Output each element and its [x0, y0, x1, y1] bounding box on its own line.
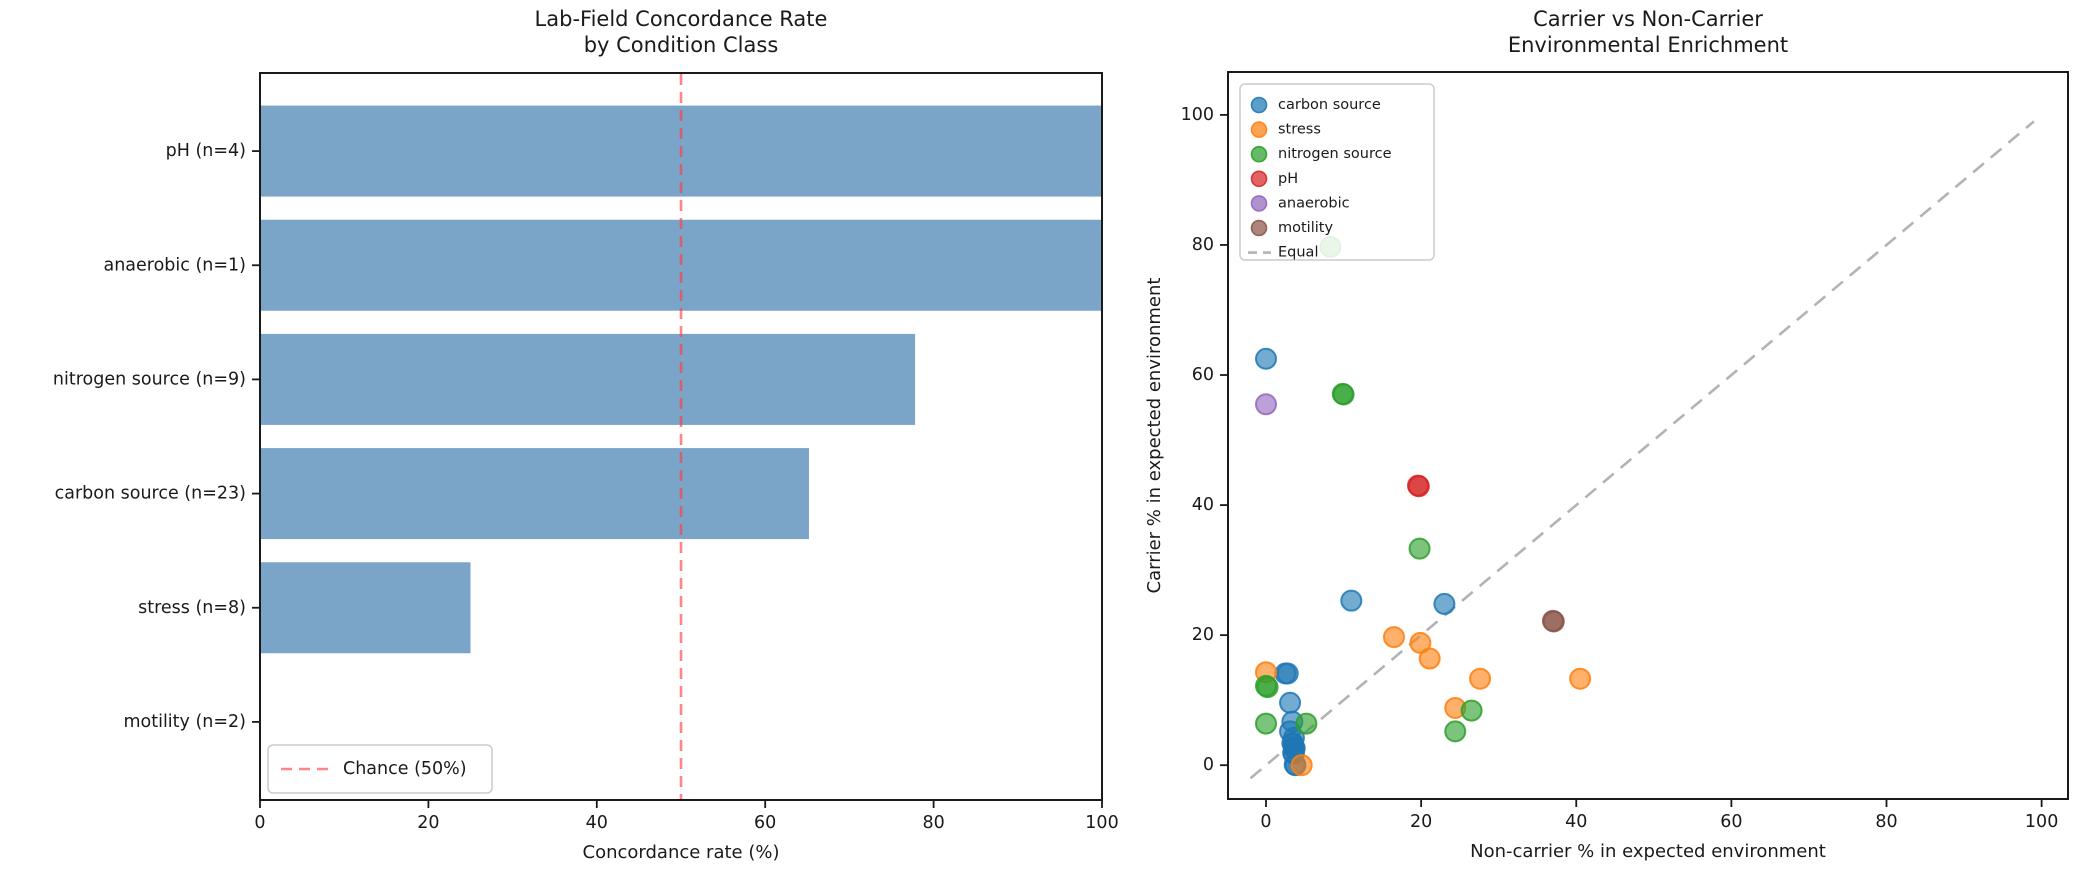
- series-stress: [1255, 626, 1592, 777]
- scatter-point: [1256, 676, 1279, 699]
- bar-4: [260, 562, 471, 654]
- scatter-point: [1290, 754, 1313, 777]
- x-tick-label: 40: [586, 813, 608, 833]
- legend-marker-carbon-source: [1250, 96, 1268, 114]
- y-axis-label: Carrier % in expected environment: [1144, 278, 1165, 594]
- legend-marker-stress: [1250, 121, 1268, 138]
- y-tick-label: 0: [1203, 755, 1214, 775]
- chart-title-line1: Lab-Field Concordance Rate: [535, 7, 828, 31]
- category-label: nitrogen source (n=9): [53, 369, 246, 389]
- scatter-point: [1433, 592, 1456, 615]
- equal-line: [1249, 120, 2035, 780]
- legend-marker-anaerobic: [1250, 195, 1268, 212]
- scatter-point: [1469, 667, 1492, 690]
- axes-frame: [259, 72, 1103, 801]
- scatter-point: [1407, 475, 1430, 498]
- legend-equal-label: Equal: [1278, 245, 1318, 261]
- y-tick-label: 100: [1181, 105, 1214, 125]
- legend-marker-nitrogen-source: [1250, 145, 1268, 163]
- bar-chart-panel: pH (n=4) anaerobic (n=1) nitrogen source (…: [53, 7, 1119, 863]
- legend-label: anaerobic: [1278, 195, 1350, 211]
- y-tick-label: 40: [1192, 495, 1214, 515]
- y-tick-label: 80: [1192, 235, 1214, 255]
- series-anaerobic: [1255, 393, 1278, 416]
- x-tick-label: 100: [1085, 813, 1118, 833]
- scatter-point: [1460, 699, 1483, 722]
- chart-title-line2: by Condition Class: [584, 33, 779, 57]
- bar-chart-legend: Chance (50%): [267, 744, 493, 794]
- series-carbon-source: [1255, 347, 1456, 777]
- x-axis-label: Non-carrier % in expected environment: [1470, 841, 1826, 862]
- scatter-point: [1255, 393, 1278, 416]
- x-tick-label: 20: [417, 813, 439, 833]
- legend-marker-motility: [1250, 219, 1268, 237]
- category-label: motility (n=2): [123, 712, 246, 732]
- legend-label: pH: [1278, 171, 1298, 187]
- legend-label: motility: [1278, 220, 1333, 236]
- scatter-chart-panel: 0 20 40 60 80 100 0 20 40 60 80 100 Non-carrier % in…: [1144, 7, 2069, 862]
- scatter-point: [1255, 712, 1278, 735]
- category-label: stress (n=8): [138, 598, 246, 618]
- scatter-point: [1569, 667, 1592, 690]
- axes-frame: [1227, 71, 2069, 800]
- series-motility: [1541, 609, 1565, 633]
- y-tick-label: 20: [1192, 625, 1214, 645]
- x-tick-label: 0: [1260, 812, 1271, 832]
- x-axis-label: Concordance rate (%): [583, 842, 780, 863]
- x-tick-label: 100: [2025, 812, 2058, 832]
- scatter-point: [1408, 537, 1431, 560]
- scatter-point: [1340, 589, 1363, 612]
- legend-box: [267, 744, 493, 794]
- category-label: carbon source (n=23): [55, 484, 246, 504]
- scatter-legend: carbon source stress nitrogen source pH anae…: [1239, 83, 1435, 261]
- scatter-point: [1255, 347, 1278, 370]
- category-label: anaerobic (n=1): [103, 255, 246, 275]
- legend-label: nitrogen source: [1278, 146, 1392, 162]
- x-tick-label: 40: [1565, 812, 1587, 832]
- legend-box: [1239, 83, 1435, 261]
- scatter-point: [1444, 720, 1467, 743]
- x-tick-label: 80: [922, 813, 944, 833]
- legend-label: stress: [1278, 122, 1321, 138]
- series-pH: [1407, 474, 1430, 498]
- x-tick-label: 60: [1720, 812, 1742, 832]
- category-label: pH (n=4): [166, 141, 246, 161]
- legend-label: carbon source: [1278, 97, 1381, 113]
- scatter-point: [1418, 647, 1441, 670]
- y-tick-label: 60: [1192, 365, 1214, 385]
- chart-title-line1: Carrier vs Non-Carrier: [1533, 7, 1763, 31]
- scatter-point: [1382, 626, 1405, 649]
- scatter-point: [1279, 691, 1302, 714]
- x-tick-label: 60: [754, 813, 776, 833]
- scatter-point: [1332, 383, 1355, 406]
- scatter-point: [1542, 610, 1565, 633]
- scatter-point: [1295, 712, 1318, 735]
- legend-chance-label: Chance (50%): [343, 759, 467, 779]
- legend-marker-pH: [1250, 170, 1268, 188]
- bar-2: [260, 333, 916, 425]
- x-tick-label: 0: [254, 813, 265, 833]
- x-tick-label: 80: [1875, 812, 1897, 832]
- bar-3: [260, 448, 809, 540]
- chart-title-line2: Environmental Enrichment: [1508, 33, 1788, 57]
- x-tick-label: 20: [1410, 812, 1432, 832]
- scatter-point: [1276, 662, 1299, 685]
